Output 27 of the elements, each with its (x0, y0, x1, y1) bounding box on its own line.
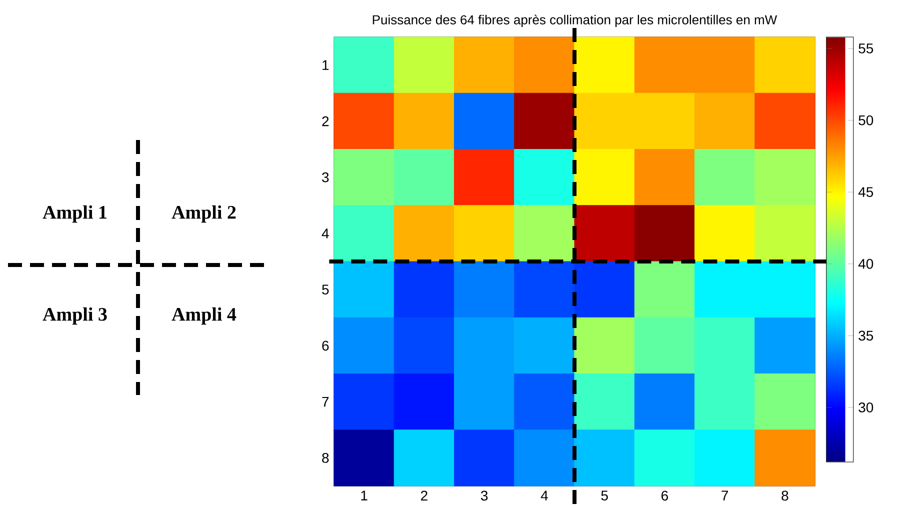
y-tick-label: 2 (322, 116, 329, 126)
y-tick-label: 7 (322, 397, 329, 407)
color-bar-label: 40 (858, 258, 874, 269)
y-tick-label: 6 (322, 340, 329, 351)
x-tick-label: 5 (601, 490, 608, 500)
x-tick-label: 8 (782, 490, 788, 501)
y-tick-label: 1 (322, 60, 329, 70)
color-bar-label: 35 (858, 330, 874, 341)
y-tick-label: 8 (322, 452, 329, 463)
color-bar-label: 55 (858, 44, 874, 54)
y-tick-label: 5 (322, 284, 329, 294)
text: Ampli 1 (42, 205, 106, 223)
y-tick-label: 3 (322, 172, 329, 182)
color-bar-label: 50 (858, 115, 874, 126)
color-bar-label: 45 (858, 187, 874, 197)
x-tick-label: 7 (722, 490, 728, 500)
x-tick-label: 3 (480, 490, 488, 501)
x-tick-label: 2 (421, 490, 428, 500)
x-tick-label: 1 (361, 490, 368, 500)
text: Ampli 2 (172, 205, 236, 223)
y-tick-label: 4 (322, 228, 329, 238)
x-tick-label: 4 (540, 490, 548, 500)
chart-title: Puissance des 64 fibres après collimation par les microlentilles en mW (372, 14, 778, 27)
text: Ampli 3 (42, 307, 107, 325)
x-tick-label: 6 (662, 490, 668, 501)
text: Ampli 4 (172, 307, 236, 325)
color-bar-label: 30 (858, 402, 874, 412)
